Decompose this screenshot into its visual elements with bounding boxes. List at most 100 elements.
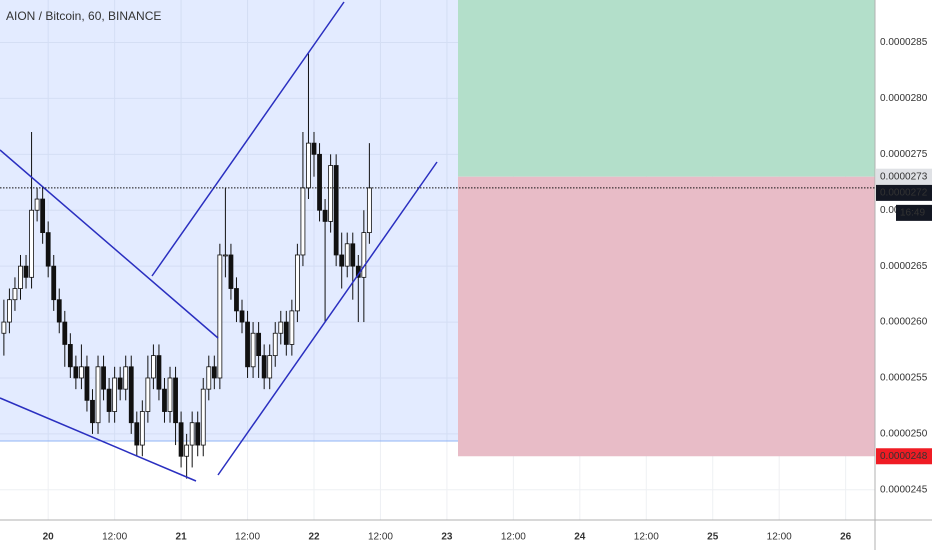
candle-body bbox=[162, 388, 167, 412]
trend-line bbox=[0, 397, 197, 482]
candle-body bbox=[228, 254, 234, 289]
candle-body bbox=[34, 198, 40, 211]
candle-body bbox=[23, 265, 29, 278]
candle-body bbox=[73, 366, 79, 379]
candle-body bbox=[339, 254, 345, 267]
position bbox=[458, 0, 875, 457]
candle-body bbox=[217, 254, 223, 379]
candle-body bbox=[328, 165, 334, 222]
candle-body bbox=[289, 310, 295, 345]
candle-body bbox=[173, 377, 178, 424]
x-tick-label: 25 bbox=[707, 532, 719, 543]
x-tick-label: 23 bbox=[441, 532, 453, 543]
x-tick-label: 12:00 bbox=[767, 532, 792, 543]
candle-body bbox=[117, 377, 123, 390]
x-tick-label: 12:00 bbox=[634, 532, 659, 543]
candle-body bbox=[366, 187, 372, 234]
target-zone bbox=[458, 0, 875, 177]
candle-body bbox=[195, 422, 201, 446]
last-price-label: 0.0000272 bbox=[880, 188, 928, 199]
trend-lines bbox=[0, 1, 438, 482]
candle-body bbox=[239, 310, 245, 323]
candle-body bbox=[350, 243, 356, 267]
candle-body bbox=[7, 299, 12, 323]
candle-body bbox=[222, 254, 228, 257]
candle-body bbox=[234, 288, 239, 312]
candle-body bbox=[211, 366, 217, 379]
candle-body bbox=[200, 388, 206, 446]
trend-line bbox=[151, 1, 345, 277]
countdown: 16:49 bbox=[900, 208, 925, 219]
candle-body bbox=[79, 366, 84, 379]
range-shade bbox=[0, 0, 458, 441]
x-tick-label: 12:00 bbox=[102, 532, 127, 543]
candle-body bbox=[206, 366, 212, 390]
candle-body bbox=[333, 165, 339, 256]
candle-body bbox=[40, 198, 46, 234]
y-tick-label: 0.0000255 bbox=[880, 373, 928, 384]
candle-body bbox=[178, 422, 184, 457]
candle-body bbox=[184, 444, 190, 457]
entry-label-box bbox=[876, 168, 932, 185]
candle-body bbox=[317, 153, 322, 211]
candle-body bbox=[167, 377, 173, 412]
candle-body bbox=[261, 355, 267, 379]
chart-title: AION / Bitcoin, 60, BINANCE bbox=[6, 9, 161, 23]
trend-line bbox=[0, 149, 219, 339]
last-price-label-box bbox=[876, 184, 932, 201]
candle-body bbox=[67, 344, 73, 368]
x-tick-label: 12:00 bbox=[235, 532, 260, 543]
axes: 0.0000245 0.0000250 0.0000255 0.0000260 0.00… bbox=[0, 37, 932, 543]
candle-body bbox=[145, 377, 151, 412]
x-tick-label: 22 bbox=[308, 532, 320, 543]
trend-line bbox=[217, 161, 438, 476]
countdown-box bbox=[896, 204, 932, 221]
y-tick-label: 0.0000285 bbox=[880, 37, 928, 48]
x-tick-label: 24 bbox=[574, 532, 586, 543]
candle-body bbox=[300, 187, 306, 256]
x-tick-label: 12:00 bbox=[501, 532, 526, 543]
candle-body bbox=[1, 321, 7, 334]
stop-label: 0.0000248 bbox=[880, 451, 928, 462]
candle-body bbox=[151, 355, 156, 379]
candle-body bbox=[322, 209, 328, 222]
y-tick-label: 0.0000260 bbox=[880, 317, 928, 328]
candle-body bbox=[311, 142, 317, 155]
candle-body bbox=[245, 321, 250, 368]
candle-body bbox=[29, 209, 34, 278]
candle-body bbox=[106, 388, 112, 412]
entry-label: 0.0000273 bbox=[880, 171, 928, 182]
candle-body bbox=[134, 422, 140, 446]
candle-body bbox=[112, 377, 118, 412]
y-tick-label: 0.0000275 bbox=[880, 149, 928, 160]
stop-zone bbox=[458, 176, 875, 457]
x-tick-label: 21 bbox=[176, 532, 188, 543]
candle-body bbox=[123, 366, 129, 390]
candle-body bbox=[62, 321, 68, 345]
candle-body bbox=[189, 422, 195, 446]
candle-body bbox=[128, 366, 134, 424]
candle-body bbox=[139, 411, 145, 446]
candle-body bbox=[250, 332, 256, 368]
candle-body bbox=[45, 232, 51, 267]
candle-body bbox=[12, 288, 18, 301]
candle-body bbox=[294, 254, 300, 312]
stop-label-box bbox=[876, 448, 932, 465]
candle-body bbox=[156, 355, 162, 390]
candle-body bbox=[278, 321, 284, 334]
x-tick-label: 12:00 bbox=[368, 532, 393, 543]
candle-body bbox=[267, 355, 273, 379]
candle-body bbox=[56, 299, 62, 323]
candle-body bbox=[306, 142, 311, 189]
candle-body bbox=[95, 366, 101, 424]
x-tick-label: 26 bbox=[840, 532, 852, 543]
x-tick-label: 20 bbox=[43, 532, 55, 543]
candle-body bbox=[18, 265, 23, 289]
y-tick-label: 0.0000280 bbox=[880, 93, 928, 104]
candle-body bbox=[90, 399, 95, 424]
candle-body bbox=[283, 321, 289, 345]
candle-body bbox=[344, 243, 350, 267]
y-tick-label: 0.0000250 bbox=[880, 429, 928, 440]
